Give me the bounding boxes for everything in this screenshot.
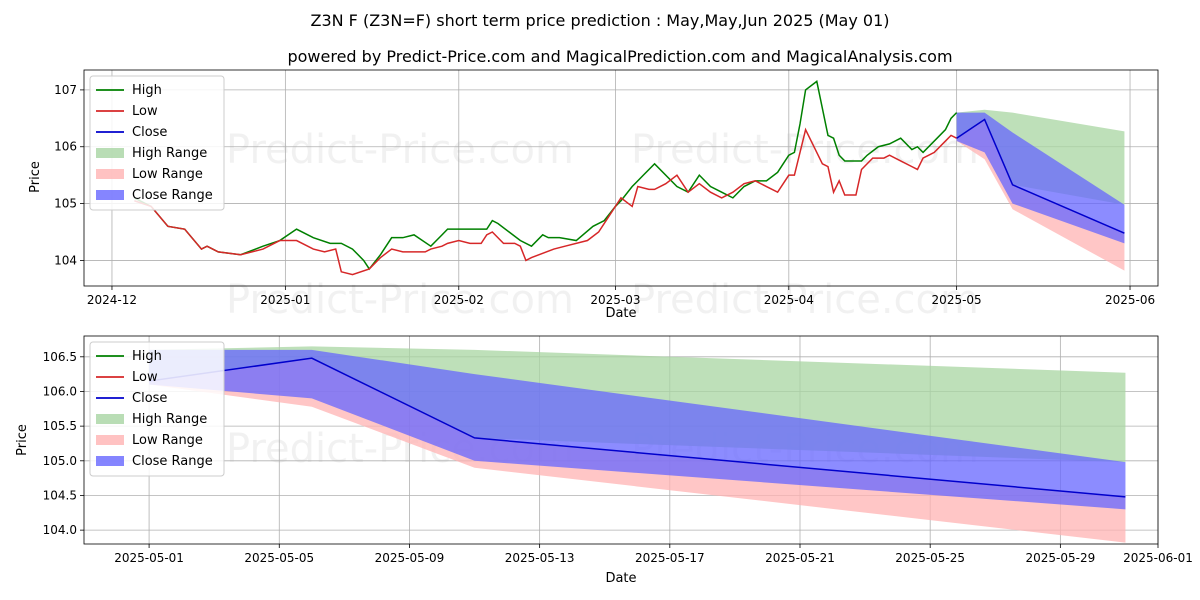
x-tick-label: 2025-05-13	[505, 551, 575, 565]
x-tick-label: 2025-05-25	[895, 551, 965, 565]
y-tick-label: 106.0	[43, 384, 77, 398]
high-series-line	[134, 80, 958, 271]
y-tick-label: 104.5	[43, 488, 77, 502]
legend: High Low Close High Range Low Range Close Ran…	[89, 75, 225, 211]
legend: High Low Close High Range Low Range Close Ran…	[89, 341, 225, 477]
legend-entry: Low Range	[132, 433, 203, 448]
x-tick-label: 2025-05-05	[244, 551, 314, 565]
y-tick-label: 107	[54, 83, 77, 97]
watermark-top-4: Predict-Price.com	[631, 277, 979, 323]
top-y-axis-label: Price	[28, 161, 43, 193]
x-tick-label: 2024-12	[87, 293, 137, 307]
x-tick-label: 2025-05	[932, 293, 982, 307]
x-tick-label: 2025-05-17	[635, 551, 705, 565]
chart-title: Z3N F (Z3N=F) short term price predictio…	[310, 11, 889, 30]
x-tick-label: 2025-05-09	[375, 551, 445, 565]
close-series-line	[148, 357, 1126, 498]
top-panel-plot-area	[134, 80, 1125, 276]
x-tick-label: 2025-06-01	[1123, 551, 1193, 565]
y-tick-label: 105	[54, 197, 77, 211]
x-tick-label: 2025-05-01	[114, 551, 184, 565]
bottom-panel: Predict-Price.com Predict-Price.com Date…	[15, 335, 1193, 586]
legend-entry: Low	[132, 370, 158, 385]
y-tick-label: 105.5	[43, 419, 77, 433]
legend-swatch	[96, 148, 124, 158]
legend-entry: Close Range	[132, 454, 213, 469]
x-tick-label: 2025-03	[590, 293, 640, 307]
bottom-y-axis-label: Price	[15, 424, 30, 456]
bottom-x-axis-label: Date	[605, 571, 636, 586]
close-range-band	[956, 112, 1125, 244]
legend-entry: High Range	[132, 412, 207, 427]
y-tick-label: 106	[54, 140, 77, 154]
legend-swatch	[96, 190, 124, 200]
top-panel: Predict-Price.com Predict-Price.com Pred…	[28, 69, 1159, 323]
close-series-line	[956, 118, 1125, 234]
legend-swatch	[96, 414, 124, 424]
y-tick-label: 104.0	[43, 523, 77, 537]
legend-entry: High	[132, 83, 162, 98]
close-range-band	[149, 349, 1126, 510]
watermark-top-3: Predict-Price.com	[226, 277, 574, 323]
y-tick-label: 104	[54, 253, 77, 267]
y-tick-label: 106.5	[43, 350, 77, 364]
watermark-top-1: Predict-Price.com	[226, 127, 574, 173]
top-panel-frame	[83, 69, 1159, 287]
y-tick-label: 105.0	[43, 454, 77, 468]
legend-entry: High Range	[132, 146, 207, 161]
legend-entry: Close Range	[132, 188, 213, 203]
legend-entry: Low	[132, 104, 158, 119]
bottom-panel-plot-area	[148, 346, 1126, 543]
x-tick-label: 2025-01	[260, 293, 310, 307]
legend-entry: High	[132, 349, 162, 364]
low-series-line	[134, 127, 957, 276]
legend-entry: Close	[132, 125, 167, 140]
chart-subtitle: powered by Predict-Price.com and Magical…	[287, 47, 952, 66]
x-tick-label: 2025-05-29	[1025, 551, 1095, 565]
legend-swatch	[96, 435, 124, 445]
x-tick-label: 2025-05-21	[765, 551, 835, 565]
legend-swatch	[96, 456, 124, 466]
top-x-axis-label: Date	[605, 306, 636, 321]
legend-swatch	[96, 169, 124, 179]
legend-entry: Low Range	[132, 167, 203, 182]
x-tick-label: 2025-06	[1105, 293, 1155, 307]
legend-entry: Close	[132, 391, 167, 406]
x-tick-label: 2025-04	[764, 293, 814, 307]
bottom-panel-frame	[83, 335, 1159, 545]
x-tick-label: 2025-02	[434, 293, 484, 307]
